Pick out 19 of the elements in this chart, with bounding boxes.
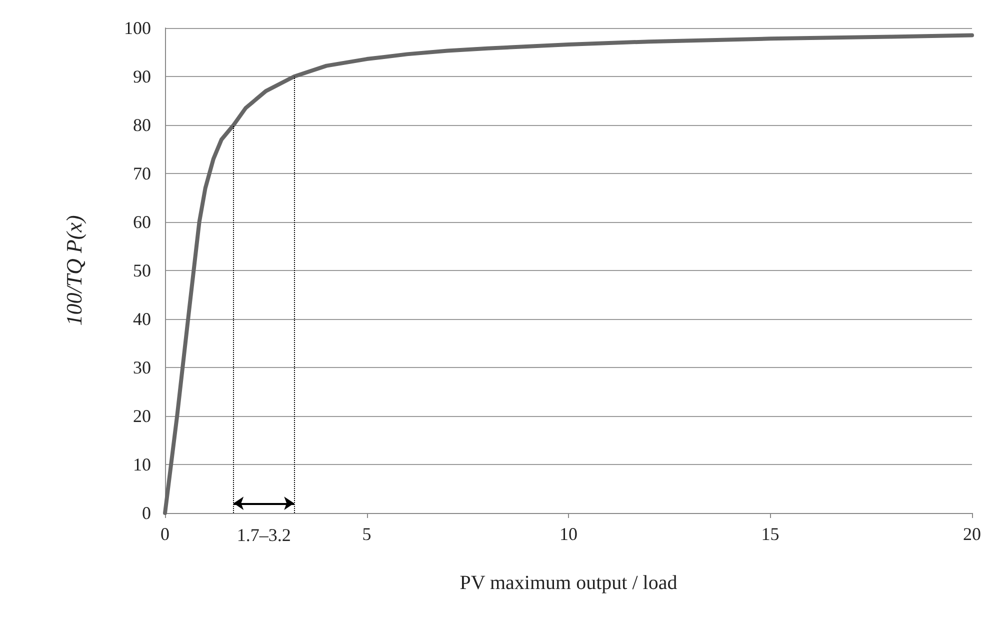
y-tick-label: 30 xyxy=(133,358,151,378)
y-tick-label: 0 xyxy=(142,503,151,523)
y-tick-label: 100 xyxy=(124,18,151,38)
x-tick-label: 10 xyxy=(560,524,578,544)
y-tick-label: 50 xyxy=(133,260,151,280)
y-tick-label: 70 xyxy=(133,164,151,184)
text: 1.7–3.2 xyxy=(236,525,291,545)
x-tick-label: 5 xyxy=(362,524,372,544)
y-tick-label: 60 xyxy=(133,212,151,232)
y-tick-label: 80 xyxy=(133,115,151,135)
y-tick-label: 90 xyxy=(133,66,151,86)
y-tick-label: 20 xyxy=(133,406,151,426)
y-tick-label: 40 xyxy=(133,309,151,329)
x-tick-label: 15 xyxy=(761,524,780,544)
x-axis-title: PV maximum output / load xyxy=(460,572,678,594)
y-axis-title: 100/TQ P(x) xyxy=(62,215,86,326)
y-tick-label: 10 xyxy=(133,454,151,474)
x-tick-label: 0 xyxy=(160,524,170,544)
x-tick-label: 20 xyxy=(963,524,981,544)
